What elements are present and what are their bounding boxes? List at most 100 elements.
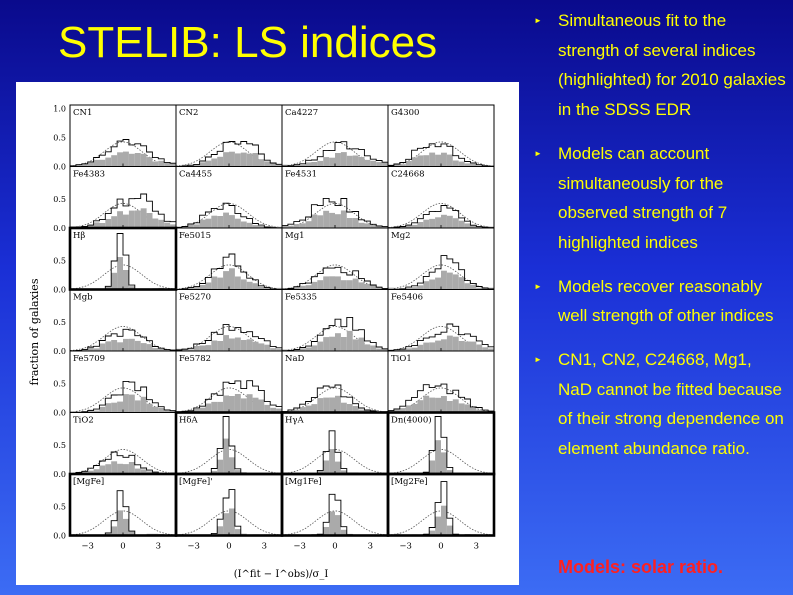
histogram-bar <box>128 210 135 228</box>
histogram-bar <box>429 530 436 536</box>
histogram-bar <box>393 409 400 413</box>
histogram-bar <box>117 510 123 536</box>
x-tick-label: 0 <box>226 542 231 552</box>
histogram-bar <box>117 211 123 228</box>
histogram-bar <box>323 210 330 228</box>
panel-label-fe5015: Fe5015 <box>179 231 211 241</box>
histogram-bar <box>458 277 465 290</box>
histogram-bar <box>217 459 224 474</box>
histogram-outline <box>70 139 176 167</box>
histogram-bar <box>476 409 483 413</box>
panel-label-mg2fe: [Mg2Fe] <box>391 477 428 487</box>
histogram-bar <box>446 154 453 167</box>
histogram-bar <box>329 511 335 536</box>
histogram-bar <box>370 160 377 167</box>
histogram-bar <box>299 164 306 167</box>
histogram-bar <box>346 280 353 290</box>
y-tick-label: 0.5 <box>53 441 66 450</box>
histogram-bar <box>370 345 377 351</box>
panel-label-cn2: CN2 <box>179 108 198 118</box>
model-curve <box>281 325 389 351</box>
x-tick-label: 3 <box>156 542 161 552</box>
histogram-bar <box>311 404 318 413</box>
histogram-bar <box>152 218 159 228</box>
histogram-bar <box>87 470 94 474</box>
histogram-outline <box>70 328 176 352</box>
histogram-bar <box>217 156 224 167</box>
histogram-bar <box>246 153 253 167</box>
x-axis-title: (I^fit − I^obs)/σ_I <box>234 569 329 580</box>
panel-label-mg2: Mg2 <box>391 231 411 241</box>
histogram-bar <box>87 162 94 167</box>
histogram-bar <box>299 348 306 351</box>
histogram-bar <box>246 339 253 351</box>
histogram-bar <box>223 212 229 228</box>
histogram-bar <box>276 349 282 351</box>
histogram-bar <box>229 268 235 290</box>
panel-label-c24668: C24668 <box>391 170 425 180</box>
histogram-bar <box>105 403 112 413</box>
histogram-bar <box>158 219 165 228</box>
panel-label-fe5709: Fe5709 <box>73 354 105 364</box>
histogram-bar <box>358 157 365 167</box>
histogram-bar <box>258 343 265 351</box>
x-tick-label: −3 <box>81 542 94 552</box>
histogram-bar <box>211 158 218 167</box>
histogram-bar <box>123 270 129 290</box>
histogram-bar <box>446 272 453 290</box>
model-curve <box>69 202 177 228</box>
panel-label-h: Hβ <box>73 231 85 241</box>
histogram-bar <box>170 163 176 167</box>
histogram-bar <box>429 279 436 290</box>
histogram-bar <box>246 222 253 228</box>
histogram-bar <box>335 276 341 290</box>
histogram-bar <box>240 398 247 413</box>
histogram-bar <box>93 469 100 474</box>
histogram-bar <box>364 223 371 228</box>
histogram-bar <box>134 340 141 351</box>
histogram-bar <box>193 287 200 290</box>
histogram-bar <box>252 225 259 228</box>
histogram-bar <box>411 287 418 290</box>
histogram-outline <box>70 380 176 413</box>
histogram-bar <box>234 276 241 290</box>
bullet-text-4: CN1, CN2, C24668, Mg1, NaD cannot be fit… <box>558 350 784 459</box>
histogram-bar <box>111 155 118 167</box>
panel-label-ca4227: Ca4227 <box>285 108 318 118</box>
histogram-bar <box>146 403 153 413</box>
histogram-bar <box>181 226 188 228</box>
panel-label-fe5335: Fe5335 <box>285 293 317 303</box>
histogram-bar <box>323 157 330 167</box>
histogram-bar <box>340 470 347 474</box>
histogram-bar <box>282 164 288 167</box>
histogram-bar <box>446 335 453 351</box>
histogram-bar <box>452 399 459 413</box>
histogram-bar <box>111 272 118 290</box>
histogram-outline <box>388 383 494 412</box>
histogram-outline <box>176 253 282 290</box>
histogram-bar <box>117 401 123 413</box>
histogram-bar <box>264 286 271 290</box>
model-curve <box>387 448 495 474</box>
histogram-bar <box>305 285 312 290</box>
histogram-bar <box>128 394 135 413</box>
histogram-bar <box>435 516 441 536</box>
histogram-bar <box>329 212 335 228</box>
histogram-bar <box>199 407 206 413</box>
panel-label-mgfe: [MgFe] <box>73 477 104 487</box>
histogram-bar <box>417 285 424 290</box>
histogram-bar <box>417 344 424 351</box>
model-curve <box>387 264 495 290</box>
histogram-bar <box>464 283 471 290</box>
x-tick-label: 0 <box>438 542 443 552</box>
histogram-bar <box>199 345 206 351</box>
histogram-bar <box>435 154 441 167</box>
histogram-bar <box>329 276 335 290</box>
histogram-bar <box>211 401 218 413</box>
histogram-bar <box>370 285 377 290</box>
histogram-bar <box>270 163 277 167</box>
histogram-bar <box>128 462 135 474</box>
histogram-bar <box>170 410 176 413</box>
histogram-bar <box>81 470 88 474</box>
histogram-bar <box>299 223 306 228</box>
